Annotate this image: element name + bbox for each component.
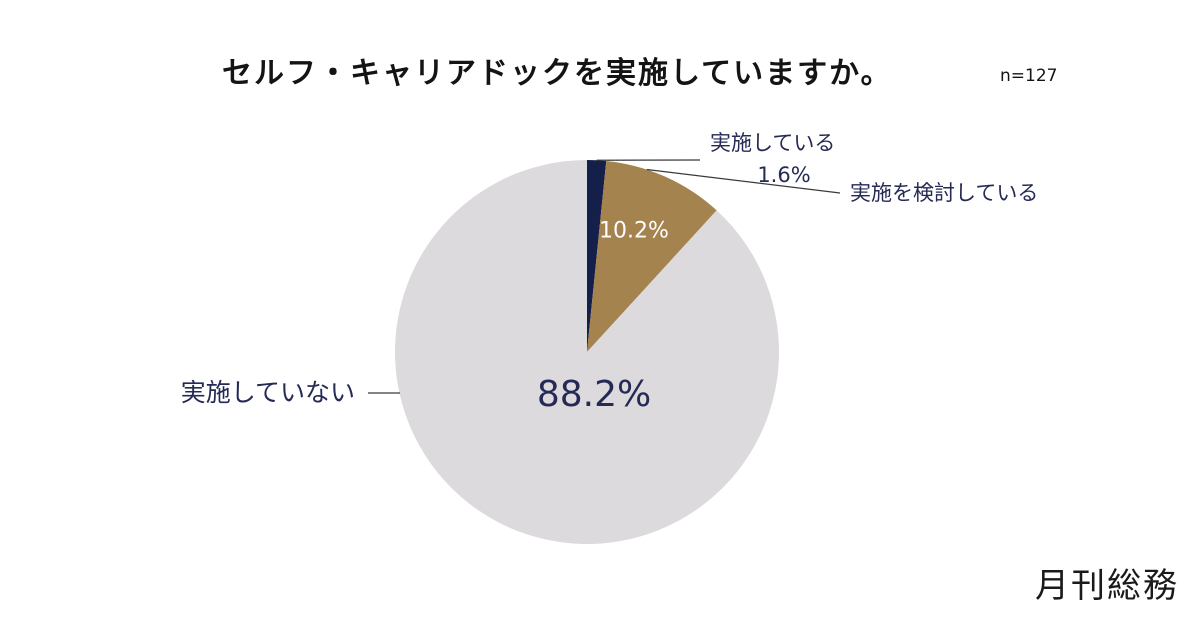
- leader-line-2: [646, 168, 841, 194]
- slice-label-3: 実施していない: [181, 378, 355, 407]
- chart-title: セルフ・キャリアドックを実施していますか。: [222, 56, 893, 91]
- slice-label-1: 実施している: [710, 131, 835, 155]
- slice-value-label-3: 88.2%: [537, 374, 651, 415]
- sample-size-label: n=127: [1000, 66, 1058, 86]
- slice-value-label-1: 1.6%: [757, 163, 810, 187]
- pie-slice-1: [587, 160, 607, 352]
- brand-logo: 月刊総務: [1035, 566, 1179, 606]
- slice-label-2: 実施を検討している: [850, 181, 1038, 205]
- pie-slice-2: [587, 160, 717, 352]
- slice-value-label-2: 10.2%: [599, 218, 669, 243]
- pie-slice-3: [394, 160, 779, 544]
